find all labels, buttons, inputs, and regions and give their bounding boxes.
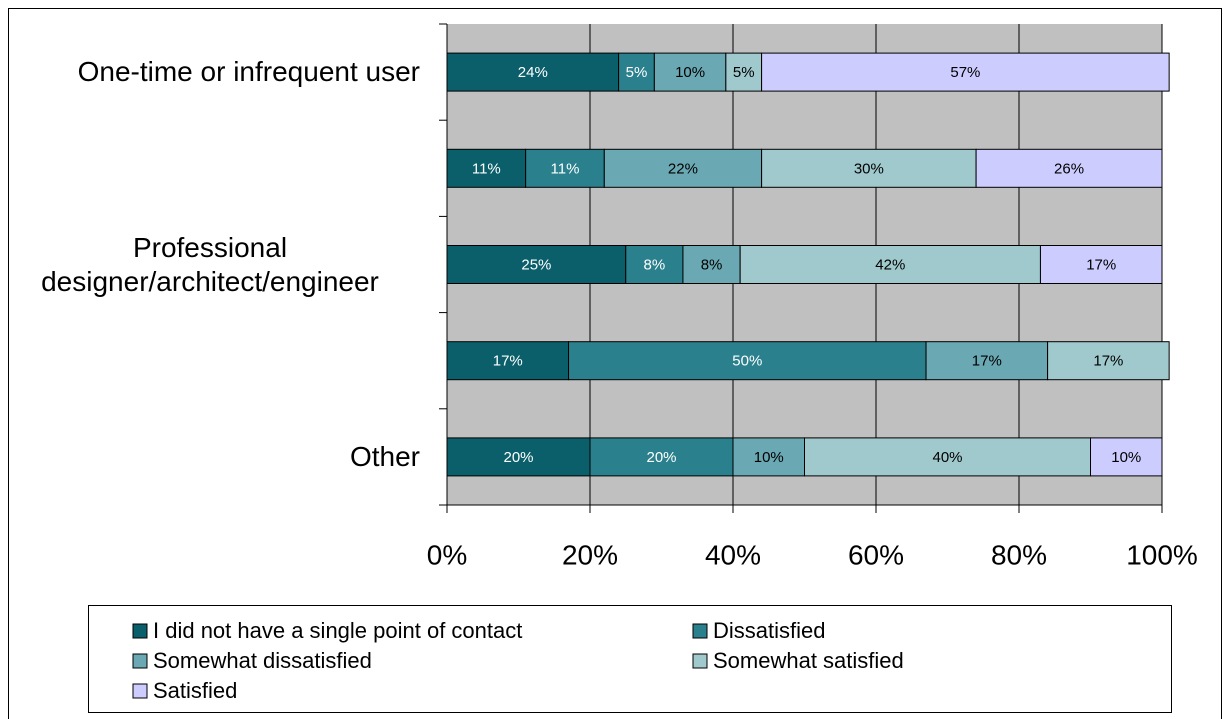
x-tick-label: 100% <box>1126 539 1198 570</box>
legend-label: Satisfied <box>153 678 237 703</box>
x-tick-label: 80% <box>991 539 1047 570</box>
x-tick-label: 60% <box>848 539 904 570</box>
bar-segment <box>589 437 734 477</box>
x-tick-label: 20% <box>562 539 618 570</box>
bar-segment <box>761 52 1170 92</box>
bar-segment <box>925 341 1049 381</box>
bar-segment <box>446 437 591 477</box>
legend-label: Dissatisfied <box>713 618 825 643</box>
legend-label: Somewhat dissatisfied <box>153 648 372 673</box>
bar-segment <box>618 52 655 92</box>
y-tick-label: Other <box>0 440 420 474</box>
legend-swatch <box>132 653 148 669</box>
x-tick-label: 40% <box>705 539 761 570</box>
bar-segment <box>446 245 627 284</box>
bar-segment <box>975 148 1163 188</box>
y-tick-label-text: Other <box>349 440 420 472</box>
y-tick-label: Professional designer/architect/engineer <box>0 231 420 299</box>
data-label: 17% <box>972 353 1002 370</box>
data-label: 5% <box>733 64 755 81</box>
bar-segment <box>1047 341 1170 381</box>
legend-swatch <box>692 653 708 669</box>
bar-segment <box>653 52 727 92</box>
data-label: 57% <box>950 64 980 81</box>
bar-segment <box>525 148 605 188</box>
data-label: 10% <box>675 64 705 81</box>
bar-segment <box>446 148 527 188</box>
data-label: 24% <box>518 64 548 81</box>
data-label: 10% <box>1111 449 1141 466</box>
data-label: 17% <box>1093 353 1123 370</box>
data-label: 25% <box>521 256 551 273</box>
bar-segment <box>603 148 763 188</box>
legend-box <box>88 605 1172 713</box>
data-label: 8% <box>644 256 666 273</box>
bar-segment <box>739 245 1041 284</box>
bar-segment <box>682 245 741 284</box>
y-tick-label-text: Professional designer/architect/engineer <box>41 231 379 297</box>
legend-swatch <box>692 623 708 639</box>
data-label: 11% <box>472 160 501 177</box>
legend-label: I did not have a single point of contact <box>153 618 522 643</box>
legend-label: Somewhat satisfied <box>713 648 904 673</box>
x-tick-label: 0% <box>427 539 467 570</box>
data-label: 11% <box>551 160 580 177</box>
bar-segment <box>804 437 1091 477</box>
legend-swatch <box>132 683 148 699</box>
frame <box>8 8 1222 719</box>
bar-segment <box>568 341 927 381</box>
bar-segment <box>1090 437 1163 477</box>
data-label: 22% <box>668 160 698 177</box>
data-label: 42% <box>875 256 905 273</box>
y-tick-label: One-time or infrequent user <box>0 55 420 89</box>
y-tick-label-text: One-time or infrequent user <box>77 56 420 88</box>
bar-segment <box>625 245 684 284</box>
bar-segment <box>446 52 620 92</box>
data-label: 50% <box>732 353 762 370</box>
data-label: 10% <box>754 449 784 466</box>
legend-swatch <box>132 623 148 639</box>
data-label: 20% <box>646 449 676 466</box>
data-label: 30% <box>854 160 884 177</box>
bar-segment <box>1039 245 1163 284</box>
data-label: 20% <box>503 449 533 466</box>
data-label: 8% <box>701 256 723 273</box>
data-label: 40% <box>932 449 962 466</box>
bar-segment <box>761 148 977 188</box>
bar-segment <box>732 437 805 477</box>
data-label: 17% <box>493 353 523 370</box>
data-label: 17% <box>1086 256 1116 273</box>
data-label: 5% <box>626 64 648 81</box>
bar-segment <box>446 341 570 381</box>
data-label: 26% <box>1054 160 1084 177</box>
